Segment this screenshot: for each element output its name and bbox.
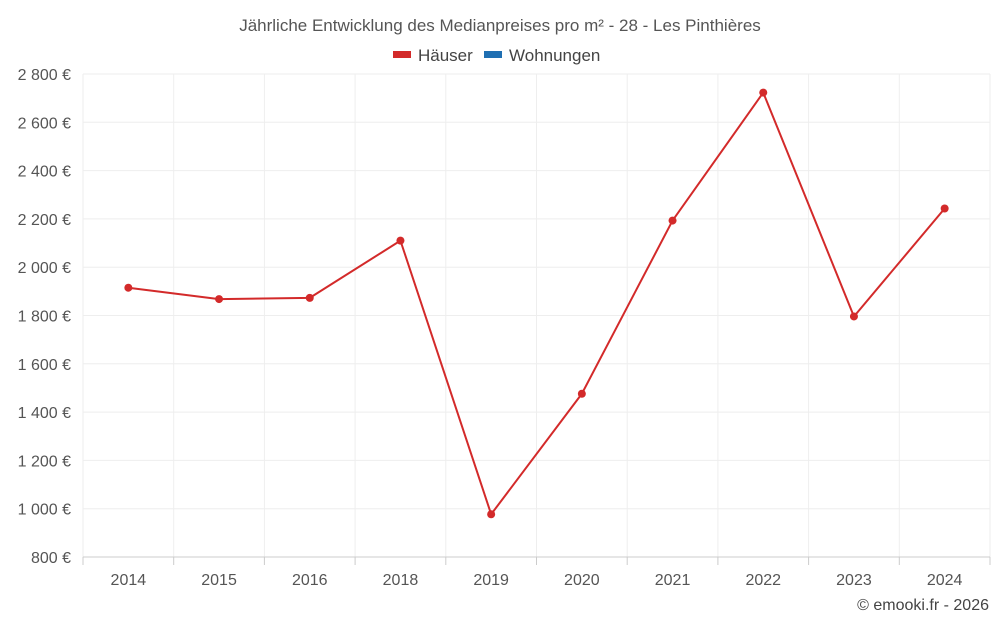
y-tick-label: 1 800 € [18,309,71,326]
x-tick-label: 2018 [383,572,419,589]
chart-title: Jährliche Entwicklung des Medianpreises … [239,16,761,35]
x-tick-label: 2021 [655,572,691,589]
data-point[interactable] [849,312,858,321]
y-tick-label: 2 400 € [18,164,71,181]
legend-item-houses[interactable]: Häuser [393,46,473,65]
y-tick-label: 2 200 € [18,212,71,229]
data-point[interactable] [215,295,224,304]
legend-label-apartments: Wohnungen [509,46,600,65]
y-tick-label: 1 000 € [18,502,71,519]
data-point[interactable] [396,236,405,245]
legend-swatch-apartments [484,51,502,58]
data-point[interactable] [940,204,949,213]
data-point[interactable] [668,216,677,225]
x-tick-label: 2016 [292,572,328,589]
data-point[interactable] [577,389,586,398]
y-tick-label: 2 800 € [18,67,71,84]
data-point[interactable] [759,88,768,97]
y-tick-label: 1 600 € [18,357,71,374]
x-tick-label: 2024 [927,572,963,589]
legend: Häuser Wohnungen [393,46,600,65]
y-tick-label: 2 600 € [18,115,71,132]
y-tick-label: 800 € [31,550,71,567]
y-tick-label: 2 000 € [18,260,71,277]
x-axis: 2014 2015 2016 2018 2019 2020 2021 2022 2023 2024 [82,556,991,589]
data-point[interactable] [487,510,496,519]
y-tick-label: 1 400 € [18,405,71,422]
x-tick-label: 2022 [745,572,781,589]
y-axis: 800 € 1 000 € 1 200 € 1 400 € 1 600 € 1 800 €… [18,67,71,567]
data-point[interactable] [305,293,314,302]
credit: © emooki.fr - 2026 [857,597,989,614]
grid [82,73,991,558]
legend-item-apartments[interactable]: Wohnungen [484,46,600,65]
x-tick-label: 2015 [201,572,237,589]
x-tick-label: 2020 [564,572,600,589]
x-tick-label: 2019 [473,572,509,589]
x-tick-label: 2023 [836,572,872,589]
x-tick-label: 2014 [111,572,147,589]
y-tick-label: 1 200 € [18,453,71,470]
series-line [128,91,946,516]
data-point[interactable] [124,283,133,292]
legend-label-houses: Häuser [418,46,473,65]
legend-swatch-houses [393,51,411,58]
series-houses [124,88,949,519]
